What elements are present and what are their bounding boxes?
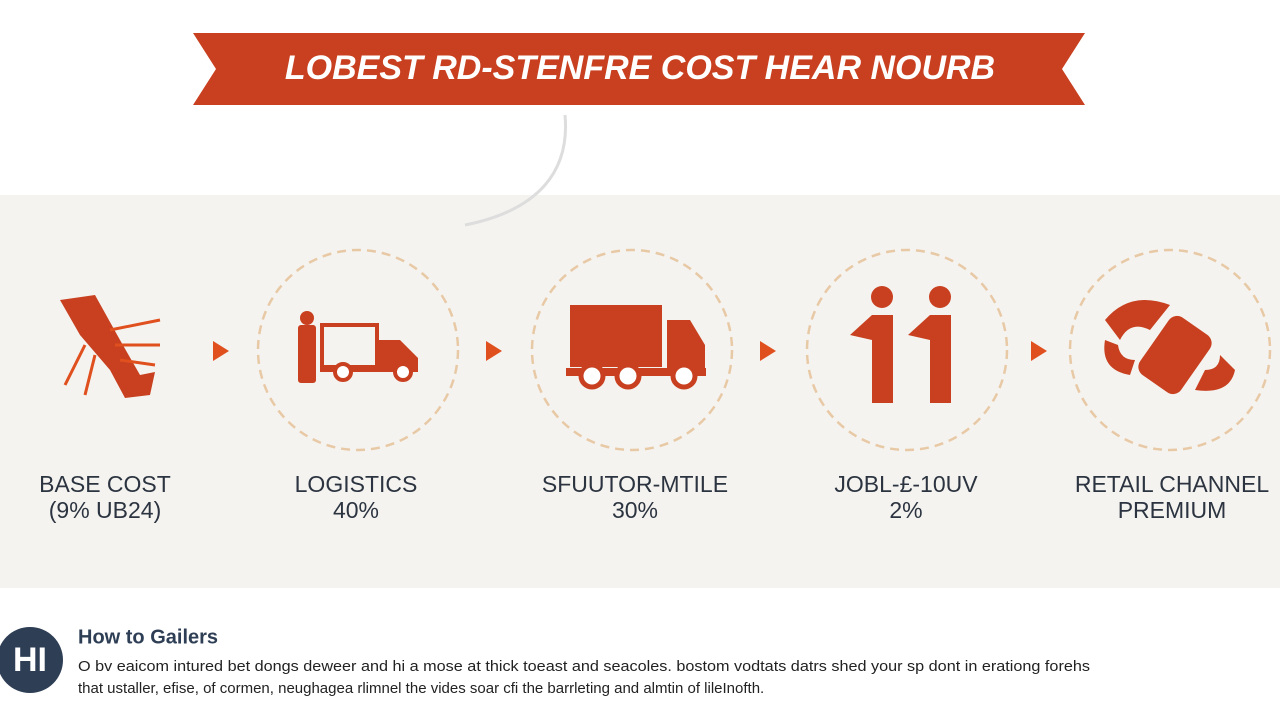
figures-icon — [850, 286, 951, 403]
pointer — [464, 114, 568, 227]
step-detail: PREMIUM — [1118, 497, 1227, 523]
arrow — [760, 341, 776, 361]
footer-line: that ustaller, efise, of cormen, neughag… — [78, 680, 764, 697]
lobster-retail-icon — [1104, 300, 1235, 395]
step-label: JOBL-£-10UV — [834, 471, 978, 497]
footer-line: O bv eaicom intured bet dongs deweer and… — [78, 658, 1090, 675]
step-label: LOGISTICS — [295, 471, 418, 497]
step-detail: 40% — [333, 497, 379, 523]
step-detail: 30% — [612, 497, 658, 523]
logo-text: HI — [13, 641, 47, 679]
banner — [193, 33, 1085, 105]
step-label: BASE COST — [39, 471, 171, 497]
step-label: SFUUTOR-MTILE — [542, 471, 728, 497]
ring — [1068, 248, 1272, 452]
step-detail: 2% — [889, 497, 922, 523]
arrow — [486, 341, 502, 361]
step-label: RETAIL CHANNEL — [1075, 471, 1269, 497]
ring — [530, 248, 734, 452]
band — [0, 195, 1280, 588]
lobster-icon — [60, 295, 161, 398]
footer-heading: How to Gailers — [78, 626, 218, 648]
logo — [0, 627, 63, 693]
ring — [256, 248, 460, 452]
van-icon — [298, 311, 418, 383]
arrow — [1031, 341, 1047, 361]
banner-title: LOBEST RD-STENFRE COST HEAR NOURB — [285, 49, 995, 87]
ring — [805, 248, 1009, 452]
arrow — [213, 341, 229, 361]
truck-icon — [566, 305, 706, 390]
step-detail: (9% UB24) — [49, 497, 161, 523]
